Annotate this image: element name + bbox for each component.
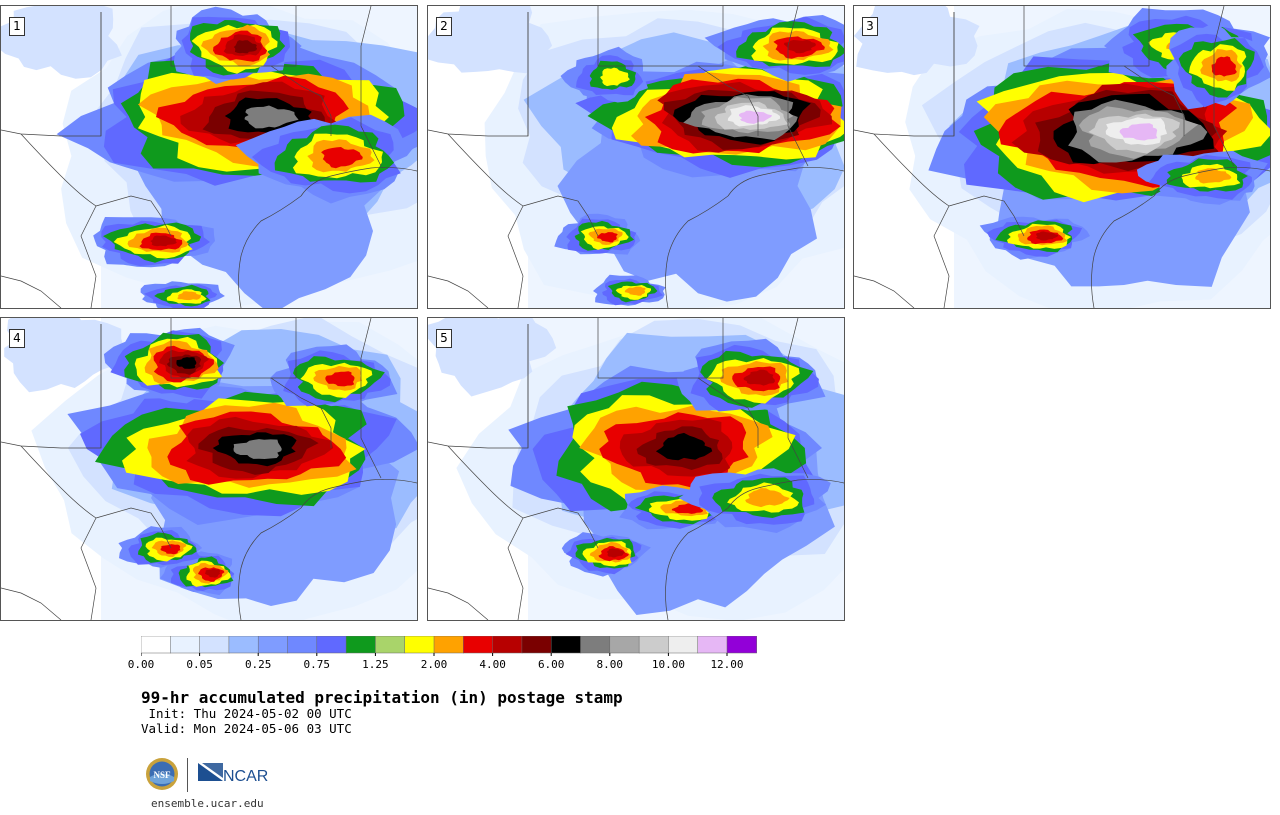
colorbar-swatch bbox=[199, 636, 230, 654]
colorbar-swatch bbox=[141, 636, 171, 654]
colorbar-tick-label: 2.00 bbox=[420, 658, 448, 671]
colorbar-swatch bbox=[550, 636, 582, 654]
colorbar-swatch bbox=[492, 636, 523, 654]
colorbar-swatch bbox=[668, 636, 699, 654]
nsf-logo-text: NSF bbox=[153, 770, 171, 780]
logo-divider bbox=[187, 758, 188, 792]
ensemble-member-panel: 4 bbox=[0, 317, 418, 621]
colorbar-swatches bbox=[141, 636, 757, 656]
colorbar-tick-label: 4.00 bbox=[479, 658, 506, 671]
nsf-logo: NSF bbox=[146, 758, 178, 790]
page-title: 99-hr accumulated precipitation (in) pos… bbox=[141, 688, 623, 707]
colorbar-swatch bbox=[697, 636, 728, 654]
colorbar-swatch bbox=[375, 636, 406, 654]
colorbar-swatch bbox=[170, 636, 201, 654]
precip-map bbox=[428, 318, 844, 620]
ensemble-member-panel: 5 bbox=[427, 317, 845, 621]
panel-number: 3 bbox=[862, 17, 878, 36]
colorbar-tick-label: 0.00 bbox=[127, 658, 155, 671]
panel-number: 5 bbox=[436, 329, 452, 348]
colorbar-swatch bbox=[580, 636, 611, 654]
precip-map bbox=[1, 318, 417, 620]
init-time: Init: Thu 2024-05-02 00 UTC bbox=[141, 706, 352, 721]
colorbar-tick-label: 0.05 bbox=[186, 658, 213, 671]
ensemble-member-panel: 1 bbox=[0, 5, 418, 309]
valid-time: Valid: Mon 2024-05-06 03 UTC bbox=[141, 721, 352, 736]
panel-number: 4 bbox=[9, 329, 25, 348]
colorbar-tick-label: 0.25 bbox=[244, 658, 272, 671]
colorbar-swatch bbox=[345, 636, 377, 654]
colorbar-tick-label: 8.00 bbox=[596, 658, 624, 671]
precip-map bbox=[854, 6, 1270, 308]
colorbar-swatch bbox=[257, 636, 289, 654]
footer-url[interactable]: ensemble.ucar.edu bbox=[151, 797, 264, 810]
panel-number: 1 bbox=[9, 17, 25, 36]
colorbar-swatch bbox=[463, 636, 494, 654]
colorbar-tick-label: 0.75 bbox=[303, 658, 331, 671]
colorbar-swatch bbox=[726, 636, 757, 654]
colorbar-swatch bbox=[287, 636, 318, 654]
ensemble-member-panel: 2 bbox=[427, 5, 845, 309]
precip-map bbox=[428, 6, 844, 308]
colorbar-tick-label: 1.25 bbox=[362, 658, 389, 671]
colorbar-swatch bbox=[609, 636, 640, 654]
colorbar-tick-label: 6.00 bbox=[537, 658, 565, 671]
ensemble-member-panel: 3 bbox=[853, 5, 1271, 309]
colorbar-swatch bbox=[638, 636, 670, 654]
colorbar-tick-label: 10.00 bbox=[651, 658, 685, 671]
ncar-logo-text: NCAR bbox=[223, 768, 268, 785]
colorbar-swatch bbox=[433, 636, 464, 654]
colorbar-tick-label: 12.00 bbox=[710, 658, 744, 671]
colorbar-swatch bbox=[404, 636, 435, 654]
colorbar-swatch bbox=[228, 636, 259, 654]
panel-number: 2 bbox=[436, 17, 452, 36]
colorbar-swatch bbox=[521, 636, 552, 654]
colorbar-swatch bbox=[316, 636, 347, 654]
precip-map bbox=[1, 6, 417, 308]
ncar-logo: NCAR bbox=[198, 763, 268, 785]
